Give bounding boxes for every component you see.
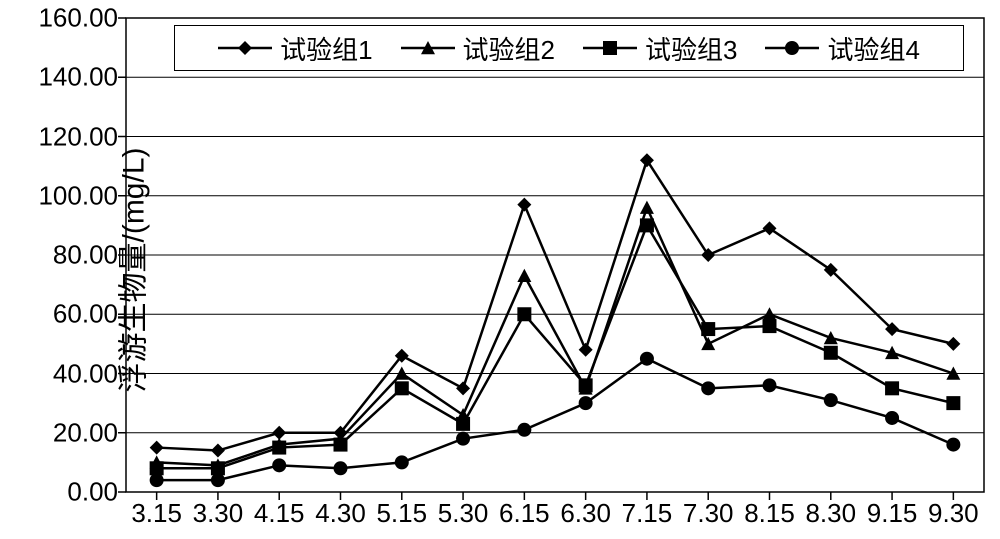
legend-item: 试验组3: [583, 30, 737, 67]
legend-item: 试验组4: [765, 30, 919, 67]
legend-label: 试验组2: [463, 30, 555, 67]
y-tick-label: 140.00: [38, 62, 118, 93]
x-tick-label: 4.30: [315, 498, 366, 529]
legend: 试验组1 试验组2 试验组3 试验组4: [174, 25, 964, 71]
y-tick-labels: 0.0020.0040.0060.0080.00100.00120.00140.…: [0, 0, 118, 539]
x-tick-label: 6.15: [499, 498, 550, 529]
x-tick-label: 6.30: [560, 498, 611, 529]
x-tick-label: 4.15: [254, 498, 305, 529]
x-tick-label: 5.15: [376, 498, 427, 529]
x-tick-label: 3.15: [131, 498, 182, 529]
x-tick-label: 3.30: [193, 498, 244, 529]
y-tick-label: 60.00: [53, 299, 118, 330]
x-tick-label: 5.30: [438, 498, 489, 529]
y-tick-label: 120.00: [38, 121, 118, 152]
square-icon: [583, 38, 637, 58]
x-tick-label: 9.15: [867, 498, 918, 529]
diamond-icon: [218, 38, 272, 58]
legend-label: 试验组1: [280, 30, 372, 67]
y-tick-label: 80.00: [53, 240, 118, 271]
y-tick-label: 40.00: [53, 358, 118, 389]
x-tick-label: 9.30: [928, 498, 979, 529]
legend-label: 试验组4: [827, 30, 919, 67]
legend-label: 试验组3: [645, 30, 737, 67]
triangle-icon: [401, 38, 455, 58]
legend-item: 试验组1: [218, 30, 372, 67]
circle-icon: [765, 38, 819, 58]
x-tick-label: 8.30: [805, 498, 856, 529]
x-tick-label: 7.30: [683, 498, 734, 529]
y-tick-label: 20.00: [53, 417, 118, 448]
x-tick-label: 8.15: [744, 498, 795, 529]
y-tick-label: 100.00: [38, 180, 118, 211]
x-tick-labels: 3.15 3.30 4.15 4.30 5.15 5.30 6.15 6.30 7.15 7.30…: [0, 498, 1000, 538]
chart-container: 浮游生物量/(mg/L) 0.0020.0040.0060.0080.00100…: [0, 0, 1000, 539]
legend-item: 试验组2: [401, 30, 555, 67]
y-tick-label: 160.00: [38, 3, 118, 34]
x-tick-label: 7.15: [622, 498, 673, 529]
